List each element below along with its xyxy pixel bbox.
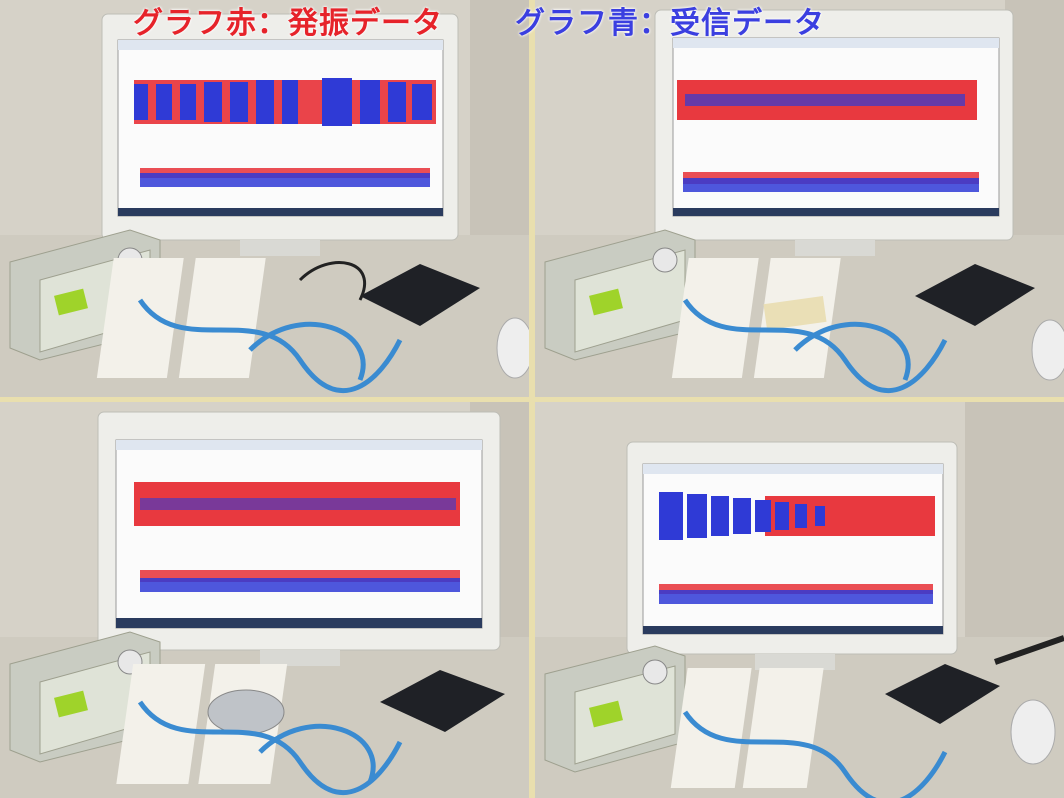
scene <box>0 0 529 397</box>
red-trace <box>765 496 935 536</box>
red-trace-lower <box>659 584 933 594</box>
scene <box>0 402 529 798</box>
blue-trace-lower <box>659 590 933 604</box>
blue-trace-upper <box>659 492 825 540</box>
photo-panel-top-left <box>0 0 529 397</box>
photo-panel-bottom-right <box>535 402 1064 798</box>
photo-panel-top-right <box>535 0 1064 397</box>
caption-blue-received-data: グラフ青：受信データ <box>515 6 825 41</box>
monitor-screen <box>117 39 444 217</box>
monitor-screen <box>642 463 944 635</box>
blue-trace-upper <box>685 94 965 106</box>
function-generator <box>544 645 686 773</box>
function-generator <box>9 631 161 763</box>
monitor-screen <box>115 439 483 629</box>
usb-oscilloscope <box>885 664 1000 724</box>
blue-trace-upper <box>134 78 432 126</box>
photo-panel-bottom-left <box>0 402 529 798</box>
scene <box>535 0 1064 397</box>
blue-trace-lower <box>140 578 460 592</box>
caption-red-oscillation-data: グラフ赤：発振データ <box>133 6 443 41</box>
blue-trace-upper <box>140 498 456 510</box>
blue-trace-lower <box>140 173 430 187</box>
usb-oscilloscope <box>360 264 480 326</box>
function-generator <box>544 229 696 361</box>
scene <box>535 402 1064 798</box>
usb-oscilloscope <box>380 670 505 732</box>
usb-oscilloscope <box>915 264 1035 326</box>
blue-trace-lower <box>683 178 979 192</box>
